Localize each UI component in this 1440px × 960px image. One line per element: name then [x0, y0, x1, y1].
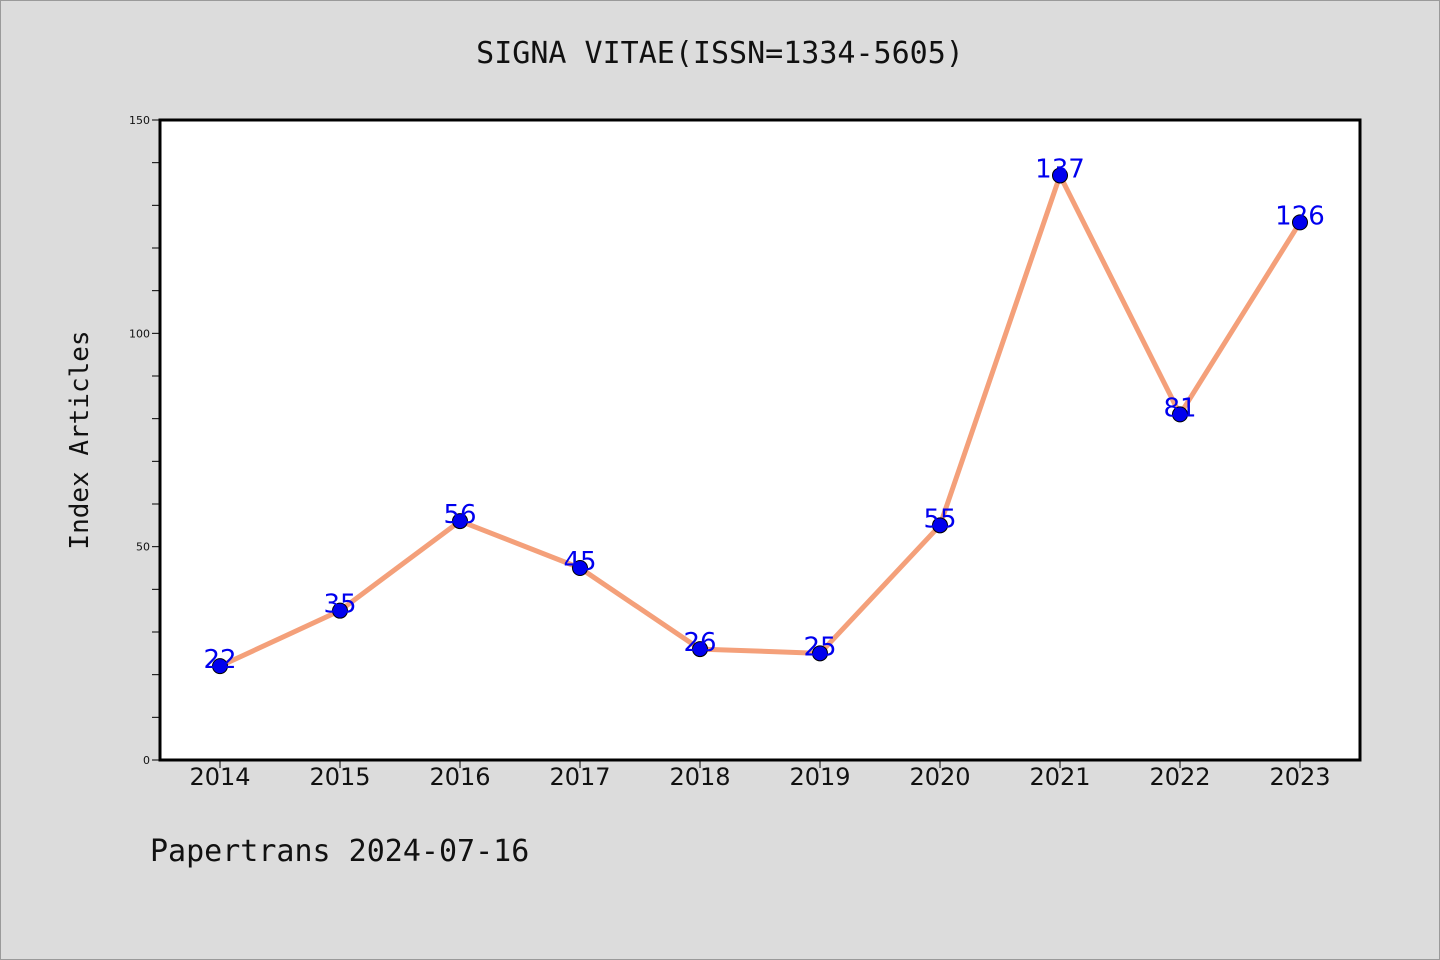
- data-point: [572, 560, 588, 576]
- y-tick-label: 150: [129, 114, 150, 127]
- x-tick-label: 2017: [549, 763, 610, 791]
- data-point: [812, 645, 828, 662]
- plot-area: [158, 118, 1362, 762]
- data-label: 55: [923, 504, 956, 534]
- data-point: [332, 602, 348, 619]
- x-tick-label: 2018: [669, 763, 730, 791]
- data-point: [1292, 214, 1308, 231]
- x-tick-label: 2014: [189, 763, 250, 791]
- data-label: 81: [1163, 393, 1196, 423]
- y-tick-label: 100: [129, 327, 150, 340]
- data-point: [692, 641, 708, 658]
- data-point: [1052, 167, 1068, 184]
- data-point: [1172, 406, 1188, 423]
- x-tick-label: 2022: [1149, 763, 1210, 791]
- y-tick-label: 0: [143, 754, 150, 767]
- data-label: 26: [683, 628, 716, 658]
- x-tick-label: 2016: [429, 763, 490, 791]
- x-tick-label: 2021: [1029, 763, 1090, 791]
- x-tick-label: 2020: [909, 763, 970, 791]
- data-label: 25: [803, 632, 836, 662]
- data-label: 35: [323, 590, 356, 620]
- data-label: 126: [1275, 201, 1325, 231]
- x-tick-label: 2015: [309, 763, 370, 791]
- footer-text: Papertrans 2024-07-16: [150, 834, 530, 869]
- data-label: 22: [203, 645, 236, 675]
- series-line: [217, 172, 1303, 669]
- data-label: 137: [1035, 154, 1085, 184]
- y-tick-label: 50: [136, 541, 150, 554]
- data-label: 56: [443, 500, 476, 530]
- data-point: [932, 517, 948, 534]
- chart-title: SIGNA VITAE(ISSN=1334-5605): [476, 36, 964, 71]
- data-point: [452, 513, 468, 530]
- x-tick-label: 2019: [789, 763, 850, 791]
- data-label: 45: [563, 547, 596, 577]
- data-point: [212, 658, 228, 675]
- x-tick-label: 2023: [1269, 763, 1330, 791]
